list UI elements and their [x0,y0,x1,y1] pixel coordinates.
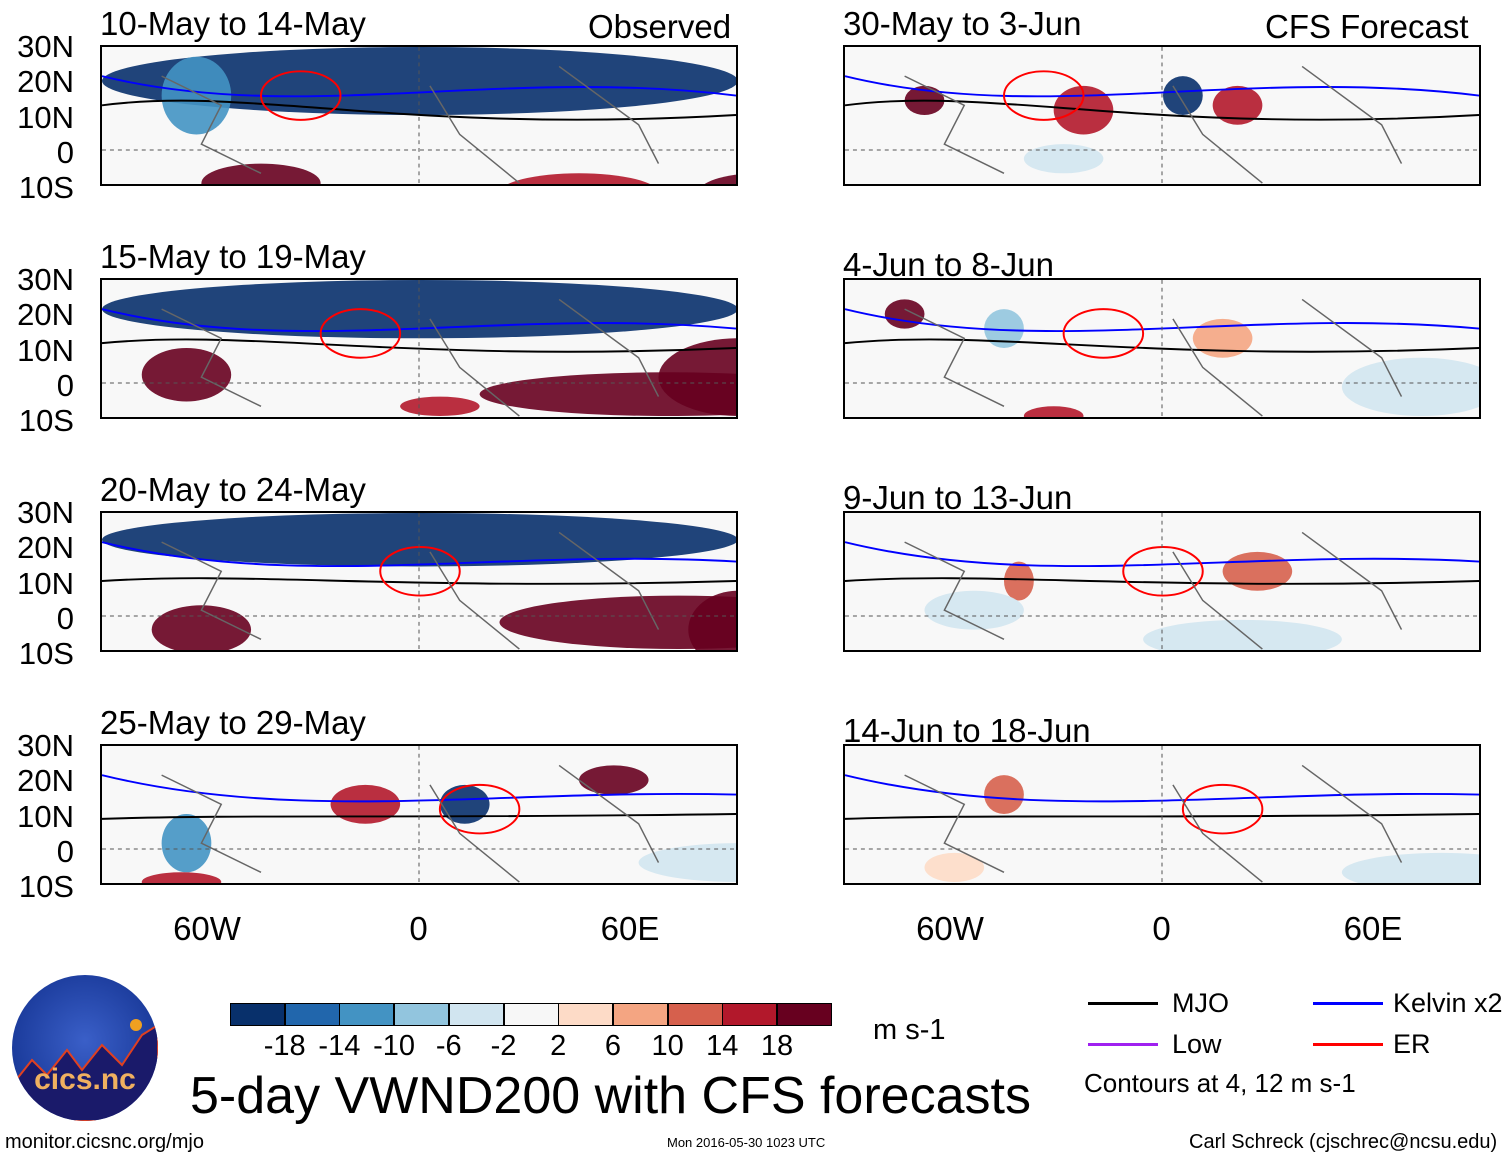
lat-label: 20N [17,297,74,333]
colorbar-label: -2 [490,1030,517,1062]
lat-label: 10N [17,565,74,601]
legend-mjo-line [1088,1002,1158,1005]
colorbar-swatch [722,1003,778,1026]
panel-title: 4-Jun to 8-Jun [843,246,1054,283]
legend-er-line [1313,1043,1383,1046]
colorbar-swatch [503,1003,559,1026]
colorbar-label: -6 [435,1030,462,1062]
panel-title: 14-Jun to 18-Jun [843,712,1091,749]
legend-er: ER [1393,1029,1431,1059]
lat-label: 10S [18,636,74,672]
colorbar-swatch [777,1003,832,1026]
colorbar-swatch [558,1003,614,1026]
colorbar-label: 18 [760,1030,794,1062]
lat-label: 20N [17,64,74,100]
colorbar-swatch [230,1003,285,1026]
colorbar-label: 6 [604,1030,621,1062]
panel-title: 15-May to 19-May [100,238,366,275]
colorbar-swatch [394,1003,450,1026]
panel-title: 20-May to 24-May [100,471,366,508]
lat-label: 30N [17,29,74,64]
lat-label: 10S [18,403,74,439]
colorbar-label: -18 [263,1030,306,1062]
panel-title: 25-May to 29-May [100,704,366,741]
map-panel [843,45,1481,186]
legend-mjo: MJO [1172,988,1229,1018]
lat-label: 10S [18,869,74,905]
lat-label: 10N [17,798,74,834]
map-panel [100,511,738,652]
footer-author: Carl Schreck (cjschrec@ncsu.edu) [1189,1131,1498,1153]
panel-title: 10-May to 14-May [100,5,366,42]
lat-label: 20N [17,763,74,799]
colorbar-label: 14 [706,1030,739,1062]
lat-label: 0 [56,134,74,170]
colorbar-swatch [612,1003,668,1026]
figure-title: 5-day VWND200 with CFS forecasts [190,1067,1031,1125]
colorbar-label: -10 [373,1030,416,1062]
map-panel [100,45,738,186]
lon-label: 0 [1152,910,1171,947]
lat-label: 0 [56,367,74,403]
lat-label: 10S [18,170,74,206]
lon-label: 60W [916,910,984,947]
lat-label: 10N [17,99,74,135]
map-panel [843,278,1481,419]
legend-kelvin: Kelvin x2 [1393,988,1503,1018]
panel-title: 30-May to 3-Jun [843,5,1082,42]
contour-note: Contours at 4, 12 m s-1 [1084,1068,1356,1098]
panel-title: 9-Jun to 13-Jun [843,479,1073,516]
lon-label: 60E [1343,910,1403,947]
logo-text: cics.nc [34,1063,136,1096]
lon-label: 60E [600,910,660,947]
colorbar-label: -14 [318,1030,361,1062]
colorbar-swatch [667,1003,723,1026]
map-panel [100,278,738,419]
colorbar-swatch [448,1003,504,1026]
lon-label: 0 [409,910,428,947]
lat-label: 30N [17,495,74,530]
lat-label: 10N [17,332,74,368]
lon-label: 60W [173,910,241,947]
colorbar-swatch [284,1003,340,1026]
colorbar-label: 10 [651,1030,684,1062]
map-panel [843,511,1481,652]
forecast-label: CFS Forecast [1265,8,1469,45]
map-panel [100,744,738,885]
legend-low-line [1088,1043,1158,1046]
footer-url[interactable]: monitor.cicsnc.org/mjo [5,1131,204,1153]
map-panel [843,744,1481,885]
colorbar-swatch [339,1003,395,1026]
footer-timestamp: Mon 2016-05-30 1023 UTC [667,1135,826,1150]
lat-label: 30N [17,262,74,297]
legend-kelvin-line [1313,1002,1383,1005]
colorbar-label: 2 [550,1030,567,1062]
lat-label: 20N [17,530,74,566]
legend-low: Low [1172,1029,1222,1059]
lat-label: 0 [56,600,74,636]
observed-label: Observed [588,8,732,45]
lat-label: 0 [56,833,74,869]
colorbar-units: m s-1 [873,1014,946,1046]
lat-label: 30N [17,728,74,763]
cics-logo: cics.nc [12,975,158,1121]
